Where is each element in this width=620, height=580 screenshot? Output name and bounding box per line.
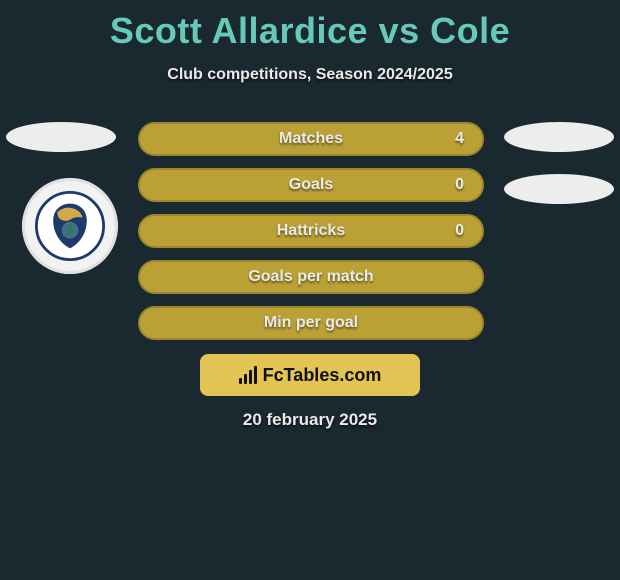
left-avatar-placeholder: [6, 122, 116, 152]
bar-goals: Goals 0: [138, 168, 484, 202]
bar-matches: Matches 4: [138, 122, 484, 156]
bar-label: Goals per match: [248, 268, 373, 286]
bar-value: 0: [455, 222, 464, 240]
bar-label: Matches: [279, 130, 343, 148]
bar-hattricks: Hattricks 0: [138, 214, 484, 248]
bar-goals-per-match: Goals per match: [138, 260, 484, 294]
bar-value: 4: [455, 130, 464, 148]
stats-bars: Matches 4 Goals 0 Hattricks 0 Goals per …: [138, 122, 484, 352]
bars-chart-icon: [239, 366, 257, 384]
right-avatar-placeholder-2: [504, 174, 614, 204]
generation-date: 20 february 2025: [0, 410, 620, 430]
bar-label: Goals: [289, 176, 333, 194]
source-logo-text: FcTables.com: [263, 365, 382, 386]
source-logo: FcTables.com: [200, 354, 420, 396]
bar-value: 0: [455, 176, 464, 194]
page-title: Scott Allardice vs Cole: [0, 0, 620, 52]
bar-min-per-goal: Min per goal: [138, 306, 484, 340]
subtitle: Club competitions, Season 2024/2025: [0, 66, 620, 84]
bar-label: Hattricks: [277, 222, 345, 240]
club-crest: [22, 178, 118, 274]
bar-label: Min per goal: [264, 314, 358, 332]
right-avatar-placeholder-1: [504, 122, 614, 152]
crest-icon: [35, 191, 105, 261]
